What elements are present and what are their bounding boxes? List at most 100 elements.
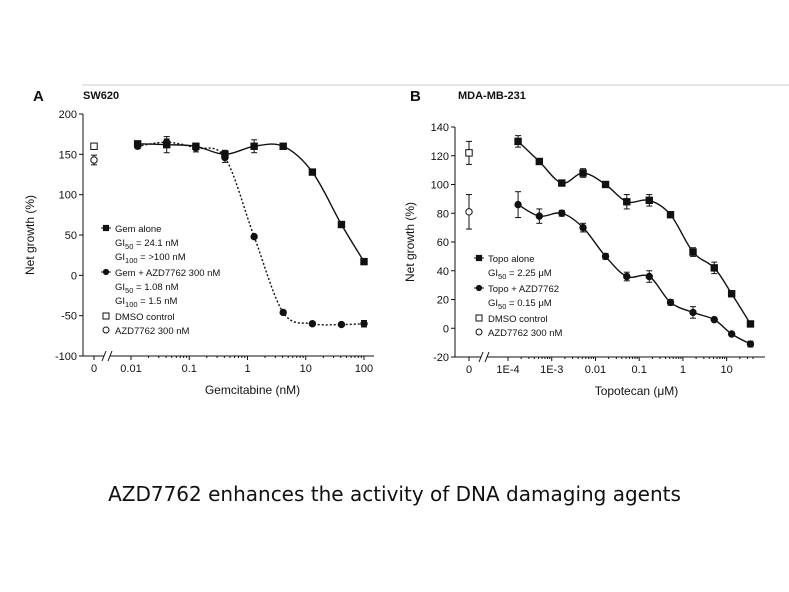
legend-marker (475, 314, 483, 322)
x-tick-label: 0.01 (585, 364, 606, 376)
x-tick-label-zero: 0 (466, 364, 472, 376)
series-2-point (689, 308, 697, 317)
series-1-point (535, 157, 544, 166)
legend-gi50: GI50 = 0.15 μM (488, 298, 552, 311)
x-tick-label: 10 (300, 363, 312, 375)
legend-label: AZD7762 300 nM (115, 326, 190, 337)
series-2-point (192, 144, 200, 152)
series-2-point (727, 330, 736, 338)
x-tick-label: 1E-3 (540, 364, 563, 376)
x-tick-label: 0.01 (120, 363, 141, 375)
legend-marker (475, 328, 483, 336)
x-tick-label: 0.1 (182, 363, 197, 375)
legend-label: DMSO control (115, 312, 175, 323)
panel-letter: B (410, 88, 421, 105)
series-2-point (746, 340, 755, 348)
y-axis-label: Net growth (%) (23, 195, 37, 275)
series-1-point (308, 168, 317, 176)
series-2-point (279, 308, 287, 317)
figure-caption: AZD7762 enhances the activity of DNA dam… (108, 482, 681, 506)
x-axis-label: Gemcitabine (nM) (205, 383, 300, 397)
axis-break-mark (478, 351, 484, 363)
control-2-point (465, 208, 473, 216)
series-1-point (558, 179, 566, 187)
series-2-point (250, 232, 258, 241)
legend-marker (475, 284, 483, 292)
legend-label: DMSO control (488, 314, 548, 325)
series-1-point (279, 142, 287, 150)
axis-break-mark (107, 350, 113, 362)
series-1-point (579, 169, 587, 177)
series-2-point (360, 320, 368, 328)
series-2-point (601, 252, 610, 261)
legend-gi50: GI50 = 2.25 μM (488, 268, 552, 281)
axis-break-mark (484, 351, 490, 363)
legend-marker (102, 312, 110, 320)
series-2-point (133, 142, 142, 150)
legend-label: Topo alone (488, 254, 534, 265)
legend-marker (102, 326, 110, 334)
series-2-point (558, 209, 566, 217)
series-2-point (162, 138, 171, 146)
axis-break-gap (104, 351, 110, 361)
control-1-point (90, 142, 98, 150)
x-tick-label: 100 (355, 363, 373, 375)
y-tick-label: 150 (59, 149, 77, 161)
y-tick-label: 0 (71, 270, 77, 282)
legend-marker (102, 224, 110, 232)
legend-gi50: GI50 = 24.1 nM (115, 238, 179, 251)
axis-break-mark (101, 350, 107, 362)
legend-label: Gem alone (115, 224, 161, 235)
panel-title: MDA-MB-231 (458, 90, 526, 102)
legend-label: Gem + AZD7762 300 nM (115, 268, 220, 279)
series-1-point (514, 137, 522, 146)
y-tick-label: 0 (443, 323, 449, 335)
y-tick-label: 50 (65, 230, 77, 242)
series-2-point (337, 320, 346, 329)
series-2-curve (517, 204, 751, 345)
x-tick-label: 0.1 (632, 364, 647, 376)
control-2-point (90, 156, 98, 164)
x-tick-label: 1 (244, 363, 250, 375)
series-2-point (221, 153, 229, 162)
x-tick-label: 1E-4 (496, 364, 519, 376)
panel-title: SW620 (83, 90, 119, 102)
panel-letter: A (33, 88, 44, 105)
series-2-point (535, 212, 544, 220)
y-tick-label: 20 (437, 295, 449, 307)
y-axis-label: Net growth (%) (403, 202, 417, 282)
series-1-point (746, 320, 755, 328)
y-tick-label: 80 (437, 208, 449, 220)
panel-a: A SW620 -100 -50 0 50 100 150 200 0 0.01 0.1 1 10 100 G… (23, 88, 374, 397)
legend-marker (102, 268, 110, 276)
series-1-point (689, 248, 697, 256)
series-2-point (666, 298, 675, 307)
y-tick-label: 120 (431, 151, 449, 163)
series-1-point (337, 220, 346, 229)
x-tick-label: 10 (721, 364, 733, 376)
y-tick-label: 100 (431, 180, 449, 192)
y-tick-label: 40 (437, 266, 449, 278)
axis-break-gap (481, 352, 487, 362)
series-1-point (250, 142, 258, 150)
series-2-point (579, 223, 587, 232)
series-2-point (623, 272, 631, 281)
series-1-curve (517, 140, 752, 325)
series-1-point (601, 180, 610, 189)
series-2-point (514, 200, 522, 209)
y-tick-label: 140 (431, 122, 449, 134)
series-1-point (623, 198, 631, 206)
y-tick-label: 200 (59, 109, 77, 121)
legend-gi100: GI100 = >100 nM (115, 252, 186, 265)
series-2-point (710, 315, 718, 324)
y-tick-label: 100 (59, 190, 77, 202)
legend-gi50: GI50 = 1.08 nM (115, 282, 179, 295)
series-1-point (727, 290, 736, 298)
legend-label: AZD7762 300 nM (488, 328, 563, 339)
panel-b: B MDA-MB-231 -20 0 20 40 60 80 100 120 140 0 1E-4 1E-… (403, 88, 765, 398)
x-axis-label: Topotecan (μM) (595, 384, 679, 398)
series-1-point (645, 196, 653, 205)
series-1-point (710, 264, 718, 272)
y-tick-label: -50 (61, 311, 77, 323)
